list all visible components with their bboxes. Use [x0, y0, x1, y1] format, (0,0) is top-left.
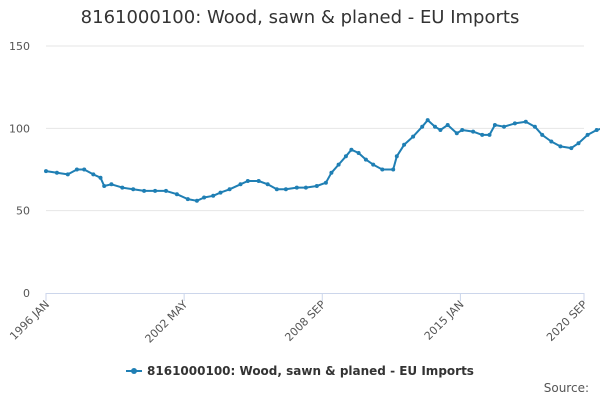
data-point[interactable]: [356, 151, 361, 155]
data-point[interactable]: [438, 128, 443, 132]
data-point[interactable]: [211, 193, 216, 198]
data-point[interactable]: [549, 139, 554, 144]
data-point[interactable]: [460, 128, 465, 132]
data-point[interactable]: [445, 123, 450, 127]
data-point[interactable]: [411, 134, 416, 139]
x-tick-label: 2015 JAN: [422, 298, 467, 343]
data-point[interactable]: [65, 172, 70, 177]
data-point[interactable]: [569, 146, 574, 151]
legend[interactable]: 8161000100: Wood, sawn & planed - EU Imp…: [0, 364, 600, 378]
data-point[interactable]: [238, 182, 243, 187]
data-point[interactable]: [265, 182, 270, 187]
data-point[interactable]: [194, 198, 199, 203]
data-point[interactable]: [256, 179, 261, 183]
data-point[interactable]: [153, 188, 158, 193]
y-tick-label: 150: [9, 40, 30, 53]
data-point[interactable]: [425, 118, 430, 123]
data-point[interactable]: [323, 180, 328, 185]
legend-label[interactable]: 8161000100: Wood, sawn & planed - EU Imp…: [147, 364, 474, 378]
data-point[interactable]: [329, 170, 334, 175]
chart-title: 8161000100: Wood, sawn & planed - EU Imp…: [80, 7, 520, 28]
data-point[interactable]: [433, 124, 437, 129]
gridlines: [46, 45, 584, 212]
data-point[interactable]: [480, 132, 485, 137]
x-axis: [45, 293, 585, 301]
y-tick-label: 100: [9, 122, 30, 135]
data-point[interactable]: [502, 124, 506, 129]
series-layer: [44, 91, 600, 203]
data-point[interactable]: [523, 119, 528, 124]
x-axis-labels: 1996 JAN 2002 MAY 2008 SEP 2015 JAN 2020 SEP: [7, 298, 590, 346]
data-point[interactable]: [164, 188, 168, 193]
data-point[interactable]: [540, 132, 545, 137]
data-point[interactable]: [283, 187, 288, 192]
source-credit[interactable]: Source:: [543, 381, 589, 395]
data-point[interactable]: [402, 142, 407, 147]
legend-swatch-icon: [126, 367, 143, 374]
data-point[interactable]: [576, 141, 581, 146]
series-line[interactable]: [45, 91, 600, 202]
data-point[interactable]: [109, 182, 114, 187]
data-point[interactable]: [487, 132, 492, 137]
data-point[interactable]: [420, 124, 425, 129]
data-point[interactable]: [98, 175, 103, 180]
data-point[interactable]: [218, 190, 223, 195]
data-point[interactable]: [54, 170, 59, 175]
data-point[interactable]: [512, 121, 517, 126]
x-tick-label: 2002 MAY: [143, 298, 191, 346]
y-tick-label: 50: [16, 205, 30, 218]
data-point[interactable]: [245, 179, 250, 183]
data-point[interactable]: [343, 154, 348, 159]
data-point[interactable]: [391, 167, 396, 172]
data-point[interactable]: [585, 132, 590, 137]
data-point[interactable]: [314, 184, 319, 188]
data-point[interactable]: [91, 172, 96, 177]
data-point[interactable]: [558, 144, 563, 149]
data-point[interactable]: [532, 124, 537, 129]
data-point[interactable]: [274, 187, 279, 192]
y-tick-label: 0: [23, 287, 30, 300]
data-point[interactable]: [492, 123, 497, 127]
data-point[interactable]: [120, 185, 125, 190]
data-point[interactable]: [185, 197, 190, 202]
data-point[interactable]: [131, 187, 136, 192]
data-point[interactable]: [227, 187, 232, 192]
data-point[interactable]: [294, 185, 299, 190]
data-point[interactable]: [74, 167, 79, 172]
data-point[interactable]: [363, 157, 368, 162]
y-axis-labels: 0 50 100 150: [9, 40, 30, 300]
data-point[interactable]: [349, 147, 354, 152]
data-point[interactable]: [394, 154, 399, 159]
x-tick-label: 2020 SEP: [544, 298, 590, 344]
data-point[interactable]: [454, 131, 459, 136]
data-point[interactable]: [380, 167, 385, 172]
data-point[interactable]: [202, 195, 207, 200]
data-point[interactable]: [336, 162, 341, 167]
data-point[interactable]: [102, 184, 107, 188]
data-point[interactable]: [82, 167, 87, 172]
data-point[interactable]: [303, 185, 308, 190]
x-tick-label: 2008 SEP: [282, 298, 328, 344]
data-point[interactable]: [142, 188, 147, 193]
data-point[interactable]: [371, 162, 376, 167]
data-point[interactable]: [594, 128, 599, 132]
data-point[interactable]: [471, 129, 476, 134]
data-point[interactable]: [174, 192, 179, 197]
x-tick-label: 1996 JAN: [7, 298, 52, 343]
data-point[interactable]: [44, 169, 48, 174]
